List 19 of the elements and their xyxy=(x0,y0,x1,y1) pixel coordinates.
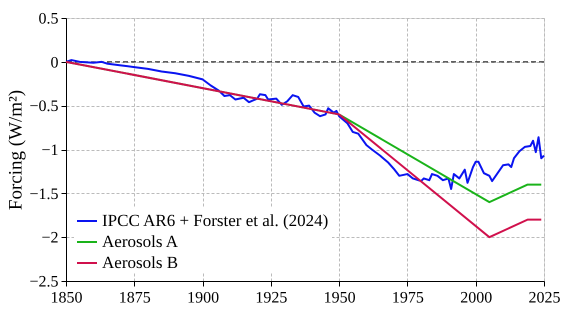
x-tick-label: 1850 xyxy=(50,290,82,306)
x-tick-label: 1875 xyxy=(118,290,151,306)
y-tick-label: −2 xyxy=(41,230,58,247)
y-tick-label: 0.5 xyxy=(38,10,58,28)
y-tick-label: −1.5 xyxy=(29,186,58,203)
x-tick-label: 2025 xyxy=(528,290,560,306)
x-tick-label: 1950 xyxy=(324,290,356,306)
x-tick-label: 2000 xyxy=(460,290,492,306)
legend-label: Aerosols B xyxy=(102,253,178,272)
y-tick-label: −1 xyxy=(41,142,58,159)
y-axis-title: Forcing (W/m²) xyxy=(5,90,26,210)
x-tick-label: 1975 xyxy=(392,290,424,306)
legend-label: IPCC AR6 + Forster et al. (2024) xyxy=(102,211,328,230)
y-tick-label: −2.5 xyxy=(29,274,58,290)
y-tick-label: −0.5 xyxy=(29,98,58,116)
y-tick-label: 0 xyxy=(50,54,58,72)
x-tick-label: 1900 xyxy=(187,290,220,306)
legend-label: Aerosols A xyxy=(102,232,179,251)
x-tick-label: 1925 xyxy=(255,290,288,306)
